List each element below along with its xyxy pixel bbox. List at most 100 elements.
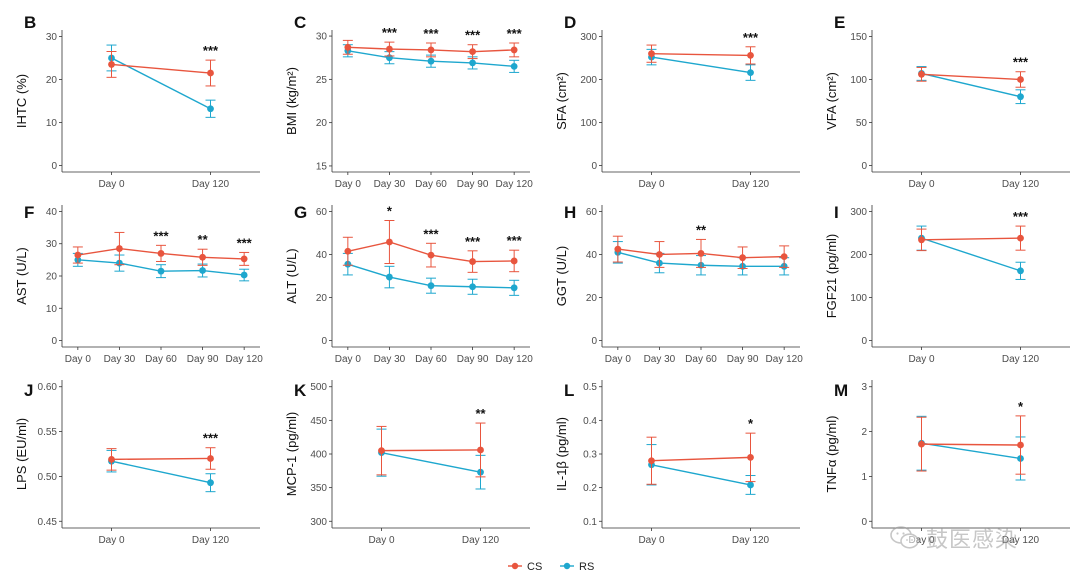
data-point-cs: [344, 247, 352, 255]
panel-E: E VFA (cm²) 0 50 100 150 Day 0 Day 120 ***: [824, 13, 1070, 190]
y-tick-label: 40: [46, 207, 58, 218]
panel-C: C BMI (kg/m²) 15 20 25 30 Day 0 Day 30 Day 60 Day…: [284, 13, 533, 190]
watermark-text: 鼓医感染: [926, 528, 1019, 553]
significance-marker: ***: [423, 226, 439, 241]
data-point-cs: [1017, 76, 1024, 83]
panel-K: K MCP-1 (pg/ml) 300 350 400 450 500 Day 0 Day 12…: [284, 380, 530, 546]
data-point-rs: [427, 282, 435, 290]
data-point-cs: [116, 245, 123, 252]
y-tick-label: 300: [850, 207, 867, 218]
y-tick-label: 0: [861, 517, 867, 528]
data-point-cs: [108, 455, 115, 463]
series-line-rs: [921, 237, 1021, 272]
x-tick-label: Day 60: [685, 354, 717, 365]
y-tick-label: 100: [850, 293, 867, 304]
y-tick-label: 25: [316, 75, 328, 86]
y-tick-label: 300: [580, 32, 597, 43]
significance-marker: *: [748, 416, 754, 431]
y-tick-label: 0.3: [583, 450, 597, 461]
panel-label-L: L: [564, 381, 574, 400]
panel-label-J: J: [24, 381, 33, 400]
y-tick-label: 100: [850, 75, 867, 86]
x-tick-label: Day 0: [335, 179, 362, 190]
x-tick-label: Day 90: [457, 354, 489, 365]
watermark: 鼓医感染: [890, 518, 1060, 558]
panel-label-K: K: [294, 381, 307, 400]
y-tick-label: 40: [586, 250, 598, 261]
y-tick-label: 1: [861, 472, 867, 483]
y-tick-label: 20: [586, 293, 598, 304]
data-point-rs: [386, 273, 393, 281]
x-tick-label: Day 120: [496, 354, 534, 365]
data-point-cs: [386, 238, 393, 246]
significance-marker: ***: [423, 26, 439, 41]
significance-marker: ***: [1013, 55, 1029, 70]
x-tick-label: Day 60: [415, 179, 447, 190]
data-point-rs: [469, 59, 476, 67]
series-line-rs: [111, 460, 211, 484]
y-tick-label: 15: [316, 161, 328, 172]
x-tick-label: Day 120: [496, 179, 534, 190]
data-point-cs: [427, 251, 435, 259]
significance-marker: ***: [203, 431, 219, 446]
y-tick-label: 0.4: [583, 416, 597, 427]
series-line-cs: [381, 449, 481, 452]
y-tick-label: 20: [46, 272, 58, 283]
y-tick-label: 400: [310, 450, 327, 461]
x-tick-label: Day 0: [605, 354, 632, 365]
y-axis-label: AST (U/L): [14, 247, 29, 305]
y-tick-label: 3: [861, 382, 867, 393]
data-point-cs: [157, 250, 165, 257]
panel-label-I: I: [834, 203, 839, 222]
y-tick-label: 200: [580, 75, 597, 86]
wechat-icon: [890, 526, 919, 549]
y-axis-label: IHTC (%): [14, 74, 29, 128]
series-line-cs: [111, 457, 211, 461]
series-line-rs: [381, 451, 481, 473]
data-point-rs: [240, 271, 248, 279]
panel-label-H: H: [564, 203, 576, 222]
significance-marker: ***: [203, 43, 219, 58]
y-tick-label: 150: [850, 32, 867, 43]
data-point-cs: [510, 46, 518, 54]
data-point-rs: [510, 62, 518, 70]
significance-marker: ***: [507, 26, 523, 41]
y-tick-label: 0.60: [38, 382, 58, 393]
x-tick-label: Day 0: [638, 535, 665, 546]
data-point-cs: [918, 236, 925, 244]
y-axis-label: BMI (kg/m²): [284, 67, 299, 135]
y-tick-label: 0: [591, 161, 597, 172]
data-point-cs: [918, 70, 925, 78]
data-point-rs: [747, 69, 754, 76]
panel-label-E: E: [834, 13, 845, 32]
significance-marker: ***: [507, 233, 523, 248]
y-axis-label: TNFα (pg/ml): [824, 416, 839, 493]
y-tick-label: 0: [51, 161, 57, 172]
significance-marker: ***: [465, 234, 481, 249]
significance-marker: ***: [1013, 209, 1029, 224]
series-line-cs: [651, 456, 751, 462]
data-point-rs: [207, 479, 214, 487]
y-tick-label: 300: [310, 517, 327, 528]
y-tick-label: 0: [321, 336, 327, 347]
y-tick-label: 0: [51, 336, 57, 347]
data-point-cs: [108, 61, 115, 68]
panel-H: H GGT (U/L) 0 20 40 60 Day 0 Day 30 Day 60 Day 90…: [554, 203, 803, 365]
y-axis-label: MCP-1 (pg/ml): [284, 412, 299, 497]
series-line-cs: [921, 443, 1021, 446]
legend-swatch-point: [511, 562, 519, 570]
y-tick-label: 30: [46, 239, 58, 250]
series-line-rs: [651, 464, 751, 486]
x-tick-label: Day 0: [908, 535, 935, 546]
x-tick-label: Day 0: [65, 354, 92, 365]
data-point-rs: [427, 57, 435, 65]
y-axis-label: GGT (U/L): [554, 246, 569, 306]
series-line-rs: [651, 56, 751, 74]
y-tick-label: 20: [316, 293, 328, 304]
y-tick-label: 0: [861, 336, 867, 347]
y-tick-label: 50: [856, 118, 868, 129]
data-point-cs: [747, 51, 754, 59]
panel-J: J LPS (EU/ml) 0.45 0.50 0.55 0.60 Day 0 Day 120…: [14, 380, 260, 546]
y-axis-label: FGF21 (pg/ml): [824, 234, 839, 319]
x-tick-label: Day 30: [374, 179, 406, 190]
